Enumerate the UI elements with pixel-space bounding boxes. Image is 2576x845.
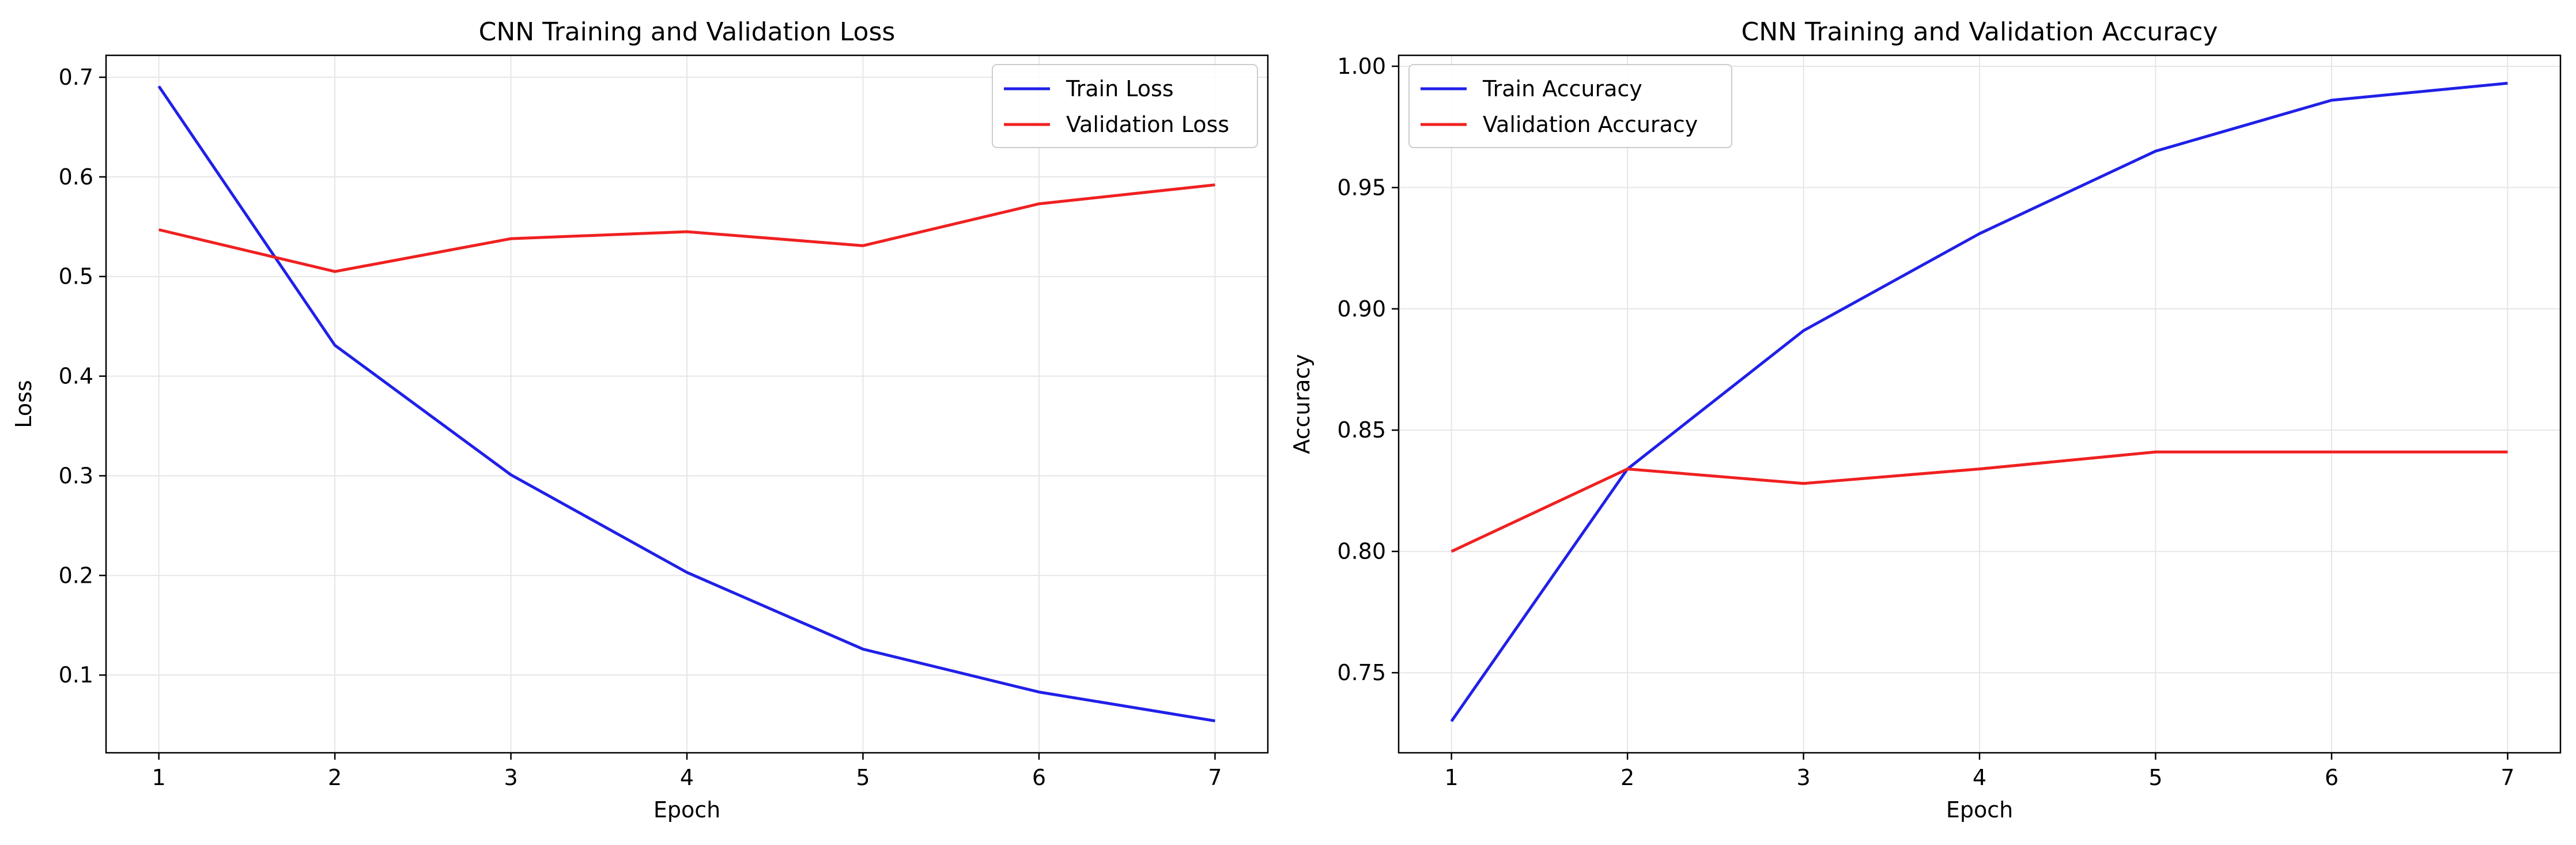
y-axis-label: Loss — [11, 380, 36, 428]
chart-title: CNN Training and Validation Accuracy — [1741, 17, 2218, 47]
x-axis-label: Epoch — [654, 797, 720, 823]
x-axis-label: Epoch — [1946, 797, 2013, 823]
legend-label: Train Accuracy — [1482, 76, 1642, 101]
x-tick-label: 7 — [1208, 765, 1222, 790]
x-tick-label: 1 — [152, 765, 166, 790]
y-tick-label: 1.00 — [1337, 54, 1386, 79]
x-tick-label: 6 — [2325, 765, 2339, 790]
y-tick-label: 0.75 — [1337, 660, 1386, 685]
accuracy-chart: 1 2 3 4 5 6 7 0.75 0.80 0.85 0.90 0.95 1.00 CNN Train… — [1289, 17, 2562, 823]
y-tick-label: 0.2 — [59, 563, 93, 588]
y-tick-label: 0.4 — [59, 364, 93, 389]
series-line-validation — [158, 183, 1215, 273]
x-tick-label: 5 — [2148, 765, 2162, 790]
x-tick-label: 3 — [1796, 765, 1810, 790]
legend-label: Validation Loss — [1066, 112, 1229, 137]
y-tick-label: 0.7 — [59, 65, 93, 90]
loss-chart: 1 2 3 4 5 6 7 0.1 0.2 0.3 0.4 0.5 0.6 0.7 CNN Training… — [11, 17, 1269, 823]
y-tick-label: 0.5 — [59, 264, 93, 289]
x-tick-label: 3 — [504, 765, 518, 790]
legend-label: Train Loss — [1066, 76, 1174, 101]
legend-box — [1408, 64, 1732, 148]
x-tick-label: 7 — [2501, 765, 2514, 790]
y-tick-label: 0.80 — [1337, 539, 1386, 564]
y-axis-label: Accuracy — [1289, 354, 1315, 454]
series-line-train — [157, 85, 1215, 723]
x-tick-label: 5 — [856, 765, 870, 790]
legend-label: Validation Accuracy — [1483, 112, 1698, 137]
x-tick-label: 4 — [680, 765, 694, 790]
y-tick-label: 0.85 — [1337, 417, 1386, 443]
series-line-validation — [1451, 450, 2508, 553]
x-tick-label: 2 — [328, 765, 342, 790]
y-tick-label: 0.1 — [59, 662, 93, 688]
chart-title: CNN Training and Validation Loss — [479, 17, 896, 47]
y-tick-label: 0.3 — [59, 463, 93, 488]
x-tick-label: 4 — [1973, 765, 1986, 790]
y-tick-label: 0.95 — [1337, 175, 1386, 200]
y-tick-label: 0.90 — [1337, 296, 1386, 322]
x-tick-label: 6 — [1032, 765, 1046, 790]
x-tick-label: 1 — [1445, 765, 1459, 790]
x-tick-label: 2 — [1621, 765, 1634, 790]
y-tick-label: 0.6 — [59, 164, 93, 190]
legend-box — [992, 64, 1258, 148]
